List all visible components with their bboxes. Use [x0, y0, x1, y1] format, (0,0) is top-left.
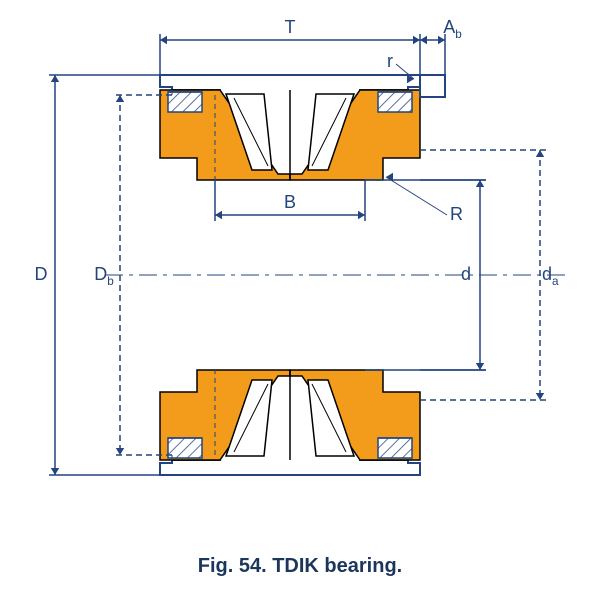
- figure-caption: Fig. 54. TDIK bearing.: [0, 555, 600, 578]
- svg-text:D: D: [35, 264, 48, 284]
- cage-T-R: [378, 92, 412, 112]
- svg-text:Ab: Ab: [443, 17, 462, 41]
- svg-text:d: d: [461, 264, 471, 284]
- bearing-diagram: T Ab r B R D Db d da: [35, 17, 571, 475]
- svg-text:da: da: [542, 264, 559, 288]
- svg-text:T: T: [285, 17, 296, 37]
- cage-B-L: [168, 438, 202, 458]
- svg-text:r: r: [387, 51, 393, 71]
- cage-B-R: [378, 438, 412, 458]
- svg-text:Db: Db: [94, 264, 114, 288]
- svg-text:B: B: [284, 192, 296, 212]
- svg-text:R: R: [450, 204, 463, 224]
- cage-T-L: [168, 92, 202, 112]
